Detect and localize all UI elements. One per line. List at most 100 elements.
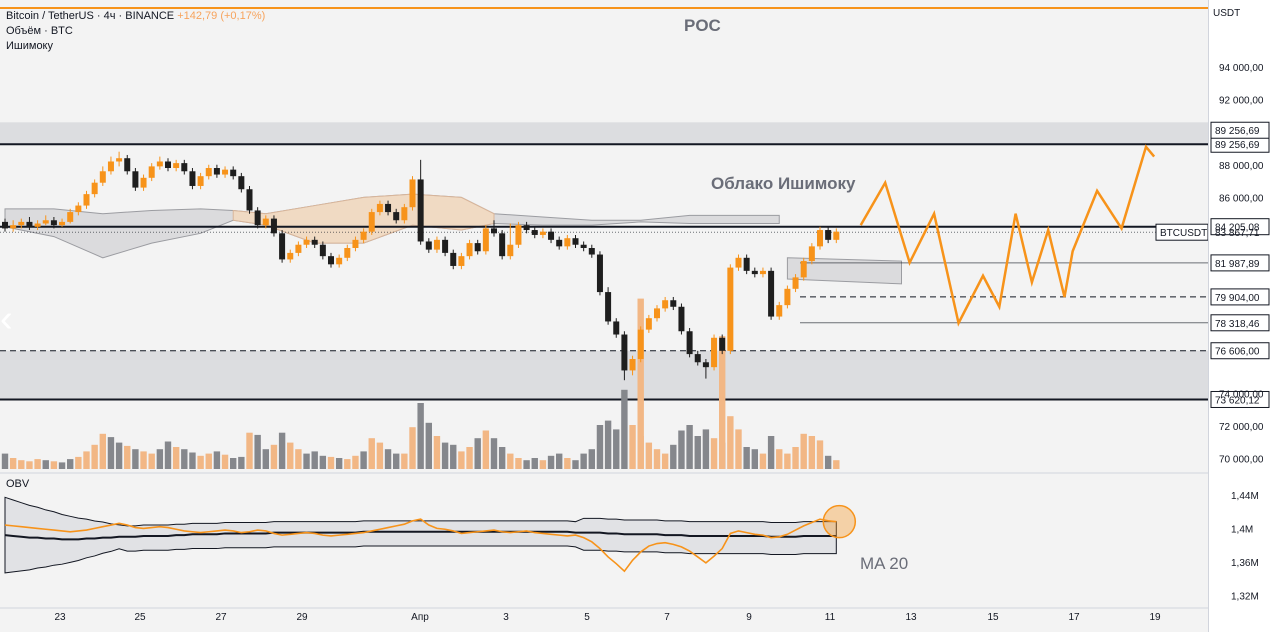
time-tick: 25 (134, 612, 146, 623)
candle-body (67, 212, 74, 222)
candle-body (629, 359, 636, 371)
volume-bar (702, 429, 710, 469)
level-tag-box (1210, 390, 1270, 408)
candle-body (417, 179, 424, 242)
level-tag-box (1210, 121, 1270, 139)
volume-bar (776, 449, 783, 469)
candle (173, 159, 180, 172)
obv-tick: 1,32M (1231, 592, 1259, 603)
level-price-tag: 78 318,46 (1210, 314, 1270, 332)
candle (596, 251, 603, 296)
candle-body (425, 241, 432, 250)
resistance-zone (0, 122, 1208, 145)
level-tag-box (1210, 254, 1270, 272)
chart-canvas[interactable]: BTCUSDT 23 25 27 29 Апр 3 5 7 9 11 13 15 17 19 (0, 0, 1208, 632)
volume-bar (694, 436, 701, 469)
volume-bar (824, 455, 832, 469)
time-tick: 9 (746, 612, 752, 623)
price-axis[interactable]: USDT 89 256,69 84 205,08 81 987,89 79 904,0… (1208, 0, 1280, 632)
volume-bar (433, 436, 441, 469)
candle-body (768, 270, 775, 317)
volume-bar (360, 451, 367, 469)
candle-body (328, 256, 334, 265)
candle (10, 220, 17, 232)
candle-body (295, 244, 302, 253)
volume-bar (42, 460, 49, 469)
candle-body (833, 231, 840, 240)
volume-bar (393, 453, 400, 469)
candle-body (107, 161, 114, 172)
candle (222, 166, 229, 178)
obv-tick: 1,4M (1231, 524, 1253, 535)
candle (662, 296, 669, 312)
volume-bar (735, 429, 742, 469)
volume-bar (401, 453, 408, 469)
candle-body (670, 300, 677, 307)
obv-highlight-circle (822, 504, 857, 539)
candle (156, 156, 163, 170)
currency-button[interactable]: USDT (1213, 8, 1241, 19)
candle (654, 305, 660, 322)
level-tag-text: 73 620,12 (1215, 395, 1260, 406)
candle-body (222, 169, 229, 175)
candle-body (442, 239, 449, 253)
candle-body (482, 228, 489, 252)
ma20-annotation: MA 20 (860, 554, 909, 573)
candle (605, 287, 612, 325)
volume-bar (441, 442, 449, 469)
volume-bar (140, 451, 147, 469)
candle (531, 226, 538, 239)
volume-bar (816, 440, 824, 469)
candle-body (580, 244, 587, 248)
price-tick: 94 000,00 (1219, 63, 1264, 74)
volume-bar (205, 453, 212, 469)
symbol-legend[interactable]: Bitcoin / TetherUS · 4ч · BINANCE +142,7… (6, 10, 265, 22)
volume-bar (661, 453, 669, 469)
candle-body (401, 207, 408, 221)
volume-bar (34, 459, 41, 469)
candle-body (621, 334, 628, 371)
volume-bar (75, 456, 82, 469)
price-tick: 72 000,00 (1219, 422, 1264, 433)
candle (205, 164, 212, 180)
candle (825, 226, 832, 244)
volume-bar (678, 430, 685, 469)
candle-body (450, 252, 457, 266)
volume-bar (303, 453, 310, 469)
obv-bollinger-band (4, 496, 837, 574)
ichimoku-legend[interactable]: Ишимоку (6, 40, 53, 52)
candle (564, 234, 571, 250)
candle-body (433, 239, 440, 250)
volume-bar (91, 444, 98, 469)
volume-bar (132, 449, 139, 469)
volume-bar (425, 422, 432, 469)
price-tick: 86 000,00 (1219, 193, 1264, 204)
candle-body (270, 218, 277, 234)
candle-body (213, 168, 220, 175)
volume-bar (376, 442, 384, 469)
volume-bar (213, 451, 221, 469)
candle-body (311, 239, 318, 245)
volume-bar (327, 456, 335, 469)
candle (26, 216, 33, 231)
obv-legend[interactable]: OBV (6, 478, 30, 490)
candle (694, 350, 701, 366)
candle-body (645, 318, 652, 330)
candle-body (287, 252, 294, 260)
candle (376, 200, 383, 216)
volume-legend[interactable]: Объём · BTC (6, 25, 73, 37)
candle (368, 208, 375, 235)
volume-bar (450, 444, 457, 469)
candle (262, 215, 269, 229)
volume-bar (482, 430, 490, 469)
volume-bar (99, 433, 106, 469)
volume-bar (319, 455, 327, 469)
candle (303, 236, 310, 248)
candle (425, 238, 432, 253)
back-chevron-icon[interactable]: ‹ (0, 298, 13, 340)
volume-bar (580, 453, 587, 469)
candle-body (99, 171, 106, 183)
candle (442, 236, 449, 257)
candle-body (83, 194, 90, 206)
